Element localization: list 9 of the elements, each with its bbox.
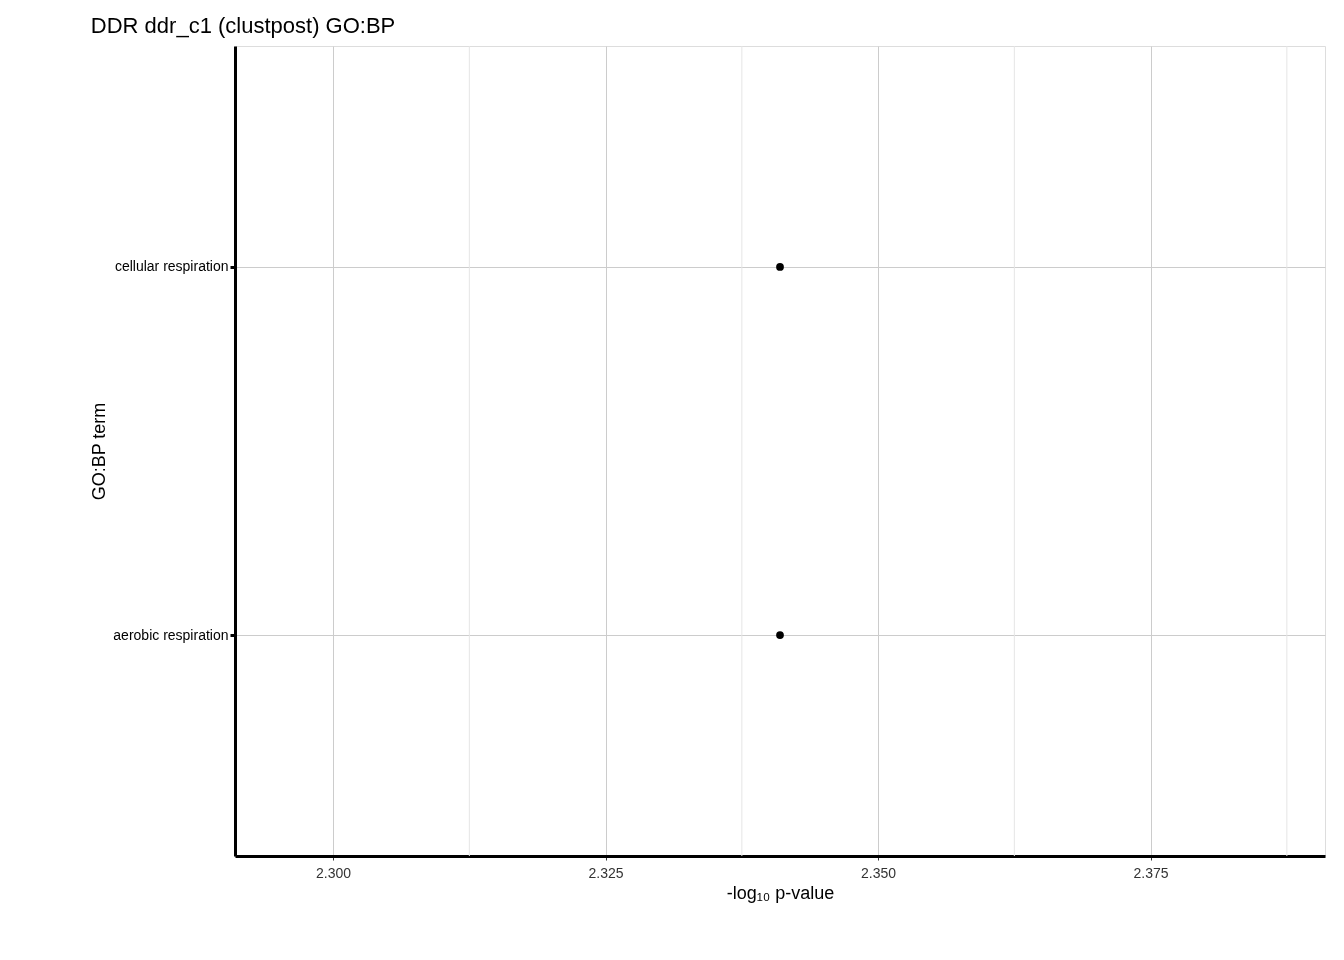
x-tick-label: 2.350 [861,864,897,881]
y-axis-title: GO:BP term [89,402,110,501]
y-tick-label: aerobic respiration [113,626,229,643]
x-tick-label: 2.375 [1133,864,1169,881]
x-axis-title: -log₁₀ p-value [726,882,835,903]
chart-title: DDR ddr_c1 (clustpost) GO:BP [90,12,396,38]
y-tick-label: cellular respiration [114,258,229,275]
x-tick-label: 2.300 [316,864,352,881]
x-tick-label: 2.325 [588,864,624,881]
